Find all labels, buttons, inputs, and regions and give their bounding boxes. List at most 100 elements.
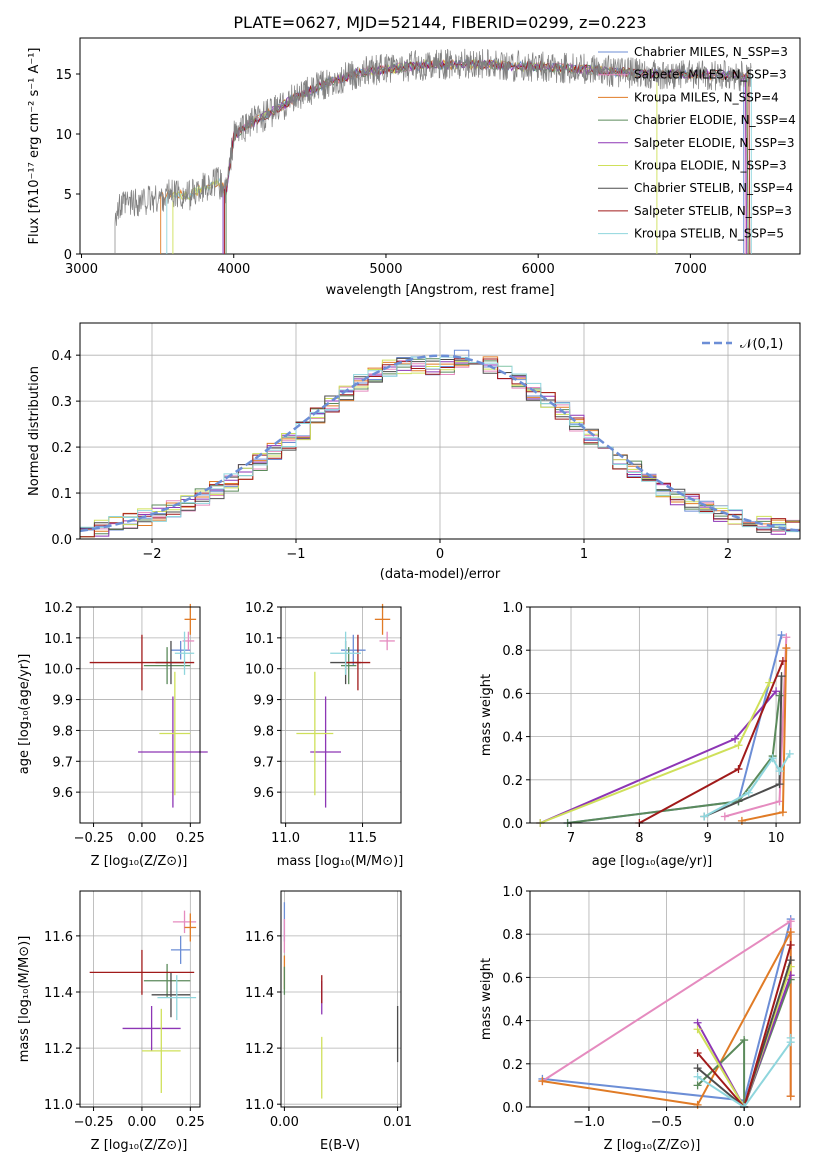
age-weight-ylabel: mass weight bbox=[479, 674, 494, 756]
weight-marker bbox=[693, 1081, 702, 1090]
panel-frame bbox=[529, 890, 801, 1108]
age-weight-xlabel: age [log₁₀(age/yr)] bbox=[592, 854, 713, 869]
panel-frame bbox=[79, 606, 201, 824]
panel-ytick-label: 0.2 bbox=[502, 1058, 523, 1073]
residual-ytick-label: 0.1 bbox=[51, 487, 72, 502]
spectrum-panel: 3000 4000 5000 6000 7000 0 5 10 15 Chabrier MILE… bbox=[27, 37, 801, 298]
weight-marker bbox=[693, 1025, 702, 1034]
panel-xtick-label: 8 bbox=[635, 831, 643, 846]
spectrum-ytick-label: 15 bbox=[55, 68, 72, 83]
weight-marker bbox=[740, 1036, 749, 1045]
panel-ytick-label: 9.7 bbox=[253, 755, 274, 770]
weight-marker bbox=[786, 1092, 795, 1101]
spectrum-xtick-label: 7000 bbox=[674, 262, 707, 277]
residual-xtick-label: −1 bbox=[286, 547, 305, 562]
spectrum-legend-label: Kroupa MILES, N_SSP=4 bbox=[634, 90, 779, 104]
panel-ytick-label: 9.8 bbox=[253, 724, 274, 739]
z-mass-panel: −0.25 0.00 0.25 11.0 11.2 11.4 11.6 bbox=[44, 890, 205, 1130]
weight-marker bbox=[720, 812, 729, 821]
panel-ytick-label: 9.9 bbox=[253, 694, 274, 709]
weight-marker bbox=[734, 741, 743, 750]
z-age-ylabel: age [log₁₀(age/yr)] bbox=[17, 654, 32, 775]
residual-xtick-label: −2 bbox=[142, 547, 161, 562]
panel-ytick-label: 10.2 bbox=[245, 601, 274, 616]
spectrum-legend: Chabrier MILES, N_SSP=3 Salpeter MILES, N… bbox=[598, 45, 796, 241]
weight-marker bbox=[538, 1077, 547, 1086]
spectrum-ytick-label: 10 bbox=[55, 128, 72, 143]
panel-xtick-label: 0.00 bbox=[270, 1115, 299, 1130]
z-weight-xlabel: Z [log₁₀(Z/Z⊙)] bbox=[604, 1138, 701, 1153]
spectrum-xlabel: wavelength [Angstrom, rest frame] bbox=[326, 283, 555, 298]
weight-marker bbox=[700, 812, 709, 821]
weight-marker bbox=[775, 780, 784, 789]
weight-marker bbox=[785, 749, 794, 758]
panel-ytick-label: 0.4 bbox=[502, 1015, 523, 1030]
weight-line bbox=[638, 660, 784, 824]
residual-ytick-label: 0.2 bbox=[51, 441, 72, 456]
spectrum-xtick-label: 6000 bbox=[522, 262, 555, 277]
panel-ytick-label: 0.0 bbox=[502, 817, 523, 832]
weight-marker bbox=[778, 808, 787, 817]
panel-ytick-label: 11.0 bbox=[44, 1098, 73, 1113]
panel-ytick-label: 11.4 bbox=[44, 986, 73, 1001]
residual-xtick-label: 0 bbox=[436, 547, 444, 562]
panel-xtick-label: 0.25 bbox=[176, 831, 205, 846]
ebv-mass-xlabel: E(B-V) bbox=[320, 1138, 360, 1153]
mass-age-xlabel: mass [log₁₀(M/M⊙)] bbox=[277, 854, 404, 869]
weight-marker bbox=[782, 633, 791, 642]
z-weight-ylabel: mass weight bbox=[479, 958, 494, 1040]
residual-ytick-label: 0.4 bbox=[51, 349, 72, 364]
spectrum-legend-label: Kroupa ELODIE, N_SSP=3 bbox=[634, 159, 787, 173]
panel-ytick-label: 0.8 bbox=[502, 928, 523, 943]
residual-xlabel: (data-model)/error bbox=[380, 567, 501, 582]
spectrum-legend-label: Chabrier ELODIE, N_SSP=4 bbox=[634, 113, 796, 127]
normal-legend-label: 𝒩(0,1) bbox=[740, 337, 783, 352]
spectrum-legend-label: Chabrier STELIB, N_SSP=4 bbox=[634, 181, 793, 195]
z-mass-ylabel: mass [log₁₀(M/M⊙)] bbox=[17, 936, 32, 1063]
z-weight-panel: −1.0 −0.5 0.0 0.0 0.2 0.4 0.6 0.8 1.0 bbox=[502, 885, 801, 1130]
weight-marker bbox=[777, 631, 786, 640]
panel-ytick-label: 11.2 bbox=[245, 1042, 274, 1057]
panel-xtick-label: 11.5 bbox=[348, 831, 377, 846]
spectrum-ticks: 3000 4000 5000 6000 7000 0 5 10 15 bbox=[55, 68, 706, 277]
spectrum-xtick-label: 5000 bbox=[369, 262, 402, 277]
z-age-panel: −0.25 0.00 0.25 9.6 9.7 9.8 9.9 10.0 10.1 10.2 bbox=[44, 601, 208, 846]
panel-ytick-label: 9.8 bbox=[52, 724, 73, 739]
chart-title: PLATE=0627, MJD=52144, FIBERID=0299, z=0… bbox=[233, 13, 646, 32]
spectrum-legend-label: Salpeter ELODIE, N_SSP=3 bbox=[634, 136, 795, 150]
weight-marker bbox=[693, 1072, 702, 1081]
spectrum-ylabel: Flux [fλ10⁻¹⁷ erg cm⁻² s⁻¹ A⁻¹] bbox=[27, 48, 42, 245]
spectrum-data-line bbox=[114, 48, 752, 254]
panel-xtick-label: 0.01 bbox=[383, 1115, 412, 1130]
panel-frame bbox=[280, 606, 402, 824]
panel-ytick-label: 11.6 bbox=[44, 930, 73, 945]
spectrum-legend-label: Salpeter MILES, N_SSP=3 bbox=[634, 68, 787, 82]
panel-xtick-label: 11.0 bbox=[271, 831, 300, 846]
panel-ytick-label: 11.0 bbox=[245, 1098, 274, 1113]
weight-marker bbox=[693, 1049, 702, 1057]
panel-ytick-label: 0.2 bbox=[502, 774, 523, 789]
panel-xtick-label: 0.00 bbox=[127, 1115, 156, 1130]
panel-ytick-label: 11.6 bbox=[245, 930, 274, 945]
normal-curve bbox=[79, 354, 801, 533]
panel-xtick-label: 9 bbox=[704, 831, 712, 846]
residual-ticks: −2 −1 0 1 2 0.0 0.1 0.2 0.3 0.4 bbox=[51, 349, 732, 562]
spectrum-legend-label: Kroupa STELIB, N_SSP=5 bbox=[634, 227, 784, 241]
weight-line bbox=[567, 695, 781, 824]
panel-ytick-label: 11.4 bbox=[245, 986, 274, 1001]
residual-histogram-line bbox=[80, 358, 800, 538]
panel-xtick-label: 0.0 bbox=[734, 1115, 755, 1130]
panel-ytick-label: 9.6 bbox=[253, 786, 274, 801]
weight-marker bbox=[775, 691, 784, 700]
spectrum-legend-label: Chabrier MILES, N_SSP=3 bbox=[634, 45, 788, 59]
weight-marker bbox=[777, 672, 786, 681]
residual-ylabel: Normed distribution bbox=[27, 366, 42, 496]
weight-marker bbox=[744, 788, 753, 797]
age-weight-panel: 7 8 9 10 0.0 0.2 0.4 0.6 0.8 1.0 bbox=[502, 601, 801, 846]
weight-marker bbox=[731, 734, 740, 743]
panel-frame bbox=[280, 890, 402, 1108]
weight-line bbox=[567, 634, 783, 824]
panel-frame bbox=[529, 606, 801, 824]
z-mass-xlabel: Z [log₁₀(Z/Z⊙)] bbox=[91, 1138, 188, 1153]
